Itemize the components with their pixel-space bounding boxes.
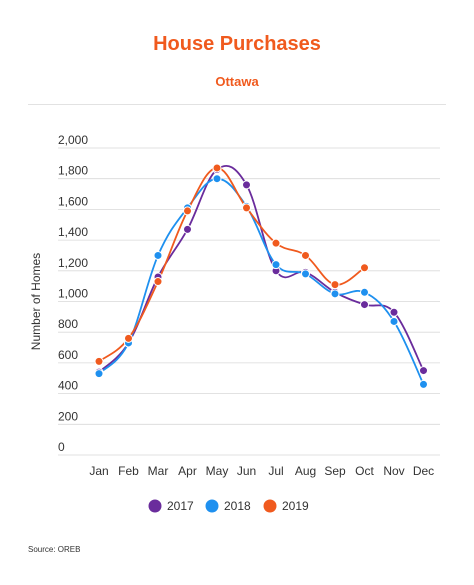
y-axis-label: Number of Homes — [29, 253, 43, 350]
x-tick-label: May — [206, 464, 229, 478]
y-tick-label: 0 — [58, 440, 65, 454]
data-point-2018 — [153, 250, 163, 260]
x-tick-label: Apr — [178, 464, 197, 478]
legend-marker-2019 — [263, 499, 277, 513]
data-point-2017 — [183, 224, 192, 234]
series-line-2017 — [98, 165, 425, 373]
chart-subtitle: Ottawa — [215, 74, 259, 89]
data-point-2018 — [419, 379, 428, 389]
y-tick-label: 1,800 — [58, 164, 88, 178]
data-point-2017 — [389, 307, 399, 317]
data-point-2019 — [242, 203, 251, 213]
data-point-2018 — [330, 289, 340, 299]
data-point-2017 — [360, 300, 369, 310]
y-tick-label: 800 — [58, 317, 78, 331]
legend-label-2018: 2018 — [224, 499, 251, 513]
data-point-2019 — [124, 333, 133, 343]
x-tick-label: Sep — [324, 464, 346, 478]
title-divider — [28, 104, 446, 105]
series-line-2019 — [98, 167, 366, 363]
data-point-2017 — [419, 366, 428, 376]
y-tick-label: 2,000 — [58, 133, 88, 147]
x-tick-label: Oct — [355, 464, 374, 478]
data-point-2018 — [301, 269, 310, 279]
data-point-2019 — [301, 250, 310, 260]
x-tick-label: Dec — [413, 464, 434, 478]
y-tick-label: 1,200 — [58, 256, 88, 270]
source-note: Source: OREB — [28, 545, 81, 554]
legend-marker-2017 — [148, 499, 162, 513]
data-point-2018 — [212, 174, 222, 184]
data-point-2019 — [153, 277, 163, 287]
y-tick-label: 1,000 — [58, 287, 88, 301]
legend-label-2017: 2017 — [167, 499, 194, 513]
x-tick-label: Jun — [237, 464, 256, 478]
data-point-2017 — [242, 180, 251, 190]
legend-label-2019: 2019 — [282, 499, 309, 513]
data-point-2019 — [330, 280, 340, 290]
y-tick-label: 600 — [58, 348, 78, 362]
x-tick-label: Nov — [383, 464, 404, 478]
data-point-2019 — [360, 263, 369, 273]
data-point-2018 — [271, 260, 281, 270]
y-tick-label: 1,400 — [58, 225, 88, 239]
chart-title: House Purchases — [153, 33, 321, 55]
y-tick-label: 200 — [58, 409, 78, 423]
x-tick-label: Aug — [295, 464, 316, 478]
data-point-2019 — [183, 206, 192, 216]
line-chart: 0 200 400 600 800 1,000 1,200 1,400 1,600 1,800 2,… — [29, 133, 440, 513]
data-point-2018 — [389, 316, 399, 326]
y-tick-label: 400 — [58, 379, 78, 393]
legend-marker-2018 — [205, 499, 219, 513]
x-tick-label: Jul — [268, 464, 283, 478]
x-tick-label: Feb — [118, 464, 139, 478]
data-point-2019 — [94, 356, 104, 366]
data-point-2019 — [271, 238, 281, 248]
y-tick-label: 1,600 — [58, 194, 88, 208]
x-tick-label: Mar — [148, 464, 169, 478]
data-point-2018 — [94, 369, 104, 379]
data-point-2019 — [212, 163, 222, 173]
x-tick-label: Jan — [89, 464, 108, 478]
data-point-2018 — [360, 287, 369, 297]
